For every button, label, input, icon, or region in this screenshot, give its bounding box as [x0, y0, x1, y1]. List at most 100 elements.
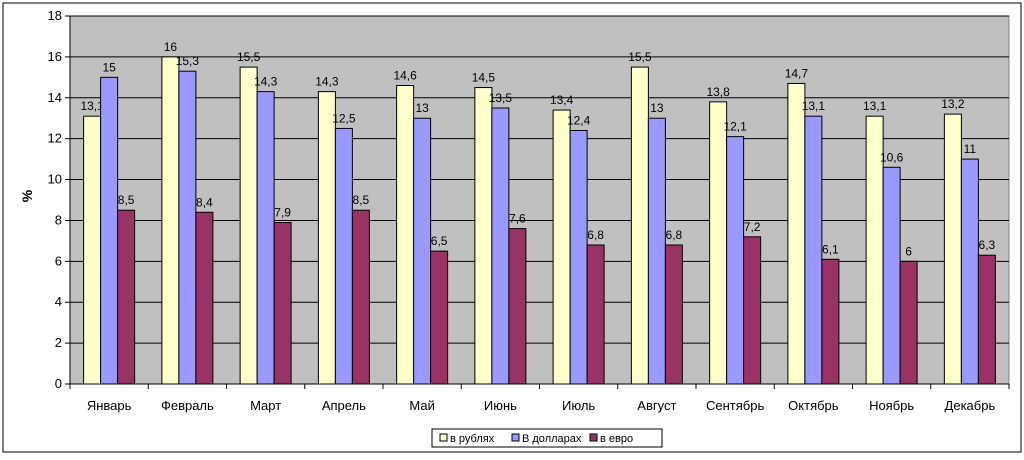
y-tick-label: 18 — [48, 8, 62, 23]
bar — [239, 66, 258, 385]
data-label: 13 — [415, 101, 429, 115]
y-tick-label: 0 — [55, 376, 62, 391]
bar — [195, 211, 214, 385]
plot-background — [69, 15, 1010, 385]
x-tick-label: Ноябрь — [869, 398, 914, 413]
x-tick-label: Август — [637, 398, 676, 413]
legend-swatch — [511, 433, 520, 442]
data-label: 7,6 — [509, 212, 526, 226]
y-tick-label: 14 — [48, 90, 62, 105]
bar — [709, 101, 728, 385]
bar — [491, 107, 510, 385]
data-label: 12,1 — [723, 120, 747, 134]
data-label: 13,1 — [802, 99, 826, 113]
bar — [256, 91, 275, 385]
bar — [552, 109, 571, 385]
data-label: 10,6 — [880, 150, 904, 164]
x-tick-label: Январь — [87, 398, 132, 413]
legend-swatch — [439, 433, 448, 442]
bar — [413, 117, 432, 385]
bar — [630, 66, 649, 385]
y-tick-label: 2 — [55, 335, 62, 350]
y-tick-label: 8 — [55, 212, 62, 227]
bar — [743, 236, 762, 385]
bar — [726, 136, 745, 385]
data-label: 8,5 — [118, 193, 135, 207]
bar — [977, 254, 996, 385]
bar — [317, 91, 336, 385]
legend-item: в евро — [600, 433, 633, 445]
bar — [882, 166, 901, 385]
data-label: 6,8 — [666, 228, 683, 242]
y-tick-label: 6 — [55, 253, 62, 268]
x-tick-label: Июнь — [484, 398, 517, 413]
data-label: 13,2 — [941, 97, 965, 111]
bar — [569, 129, 588, 385]
bar — [351, 209, 370, 385]
bar — [943, 113, 962, 385]
bar — [161, 56, 180, 385]
data-label: 6,3 — [979, 238, 996, 252]
data-label: 14,6 — [393, 69, 417, 83]
bar — [508, 228, 527, 385]
bar — [396, 85, 415, 385]
bar — [804, 115, 823, 385]
data-label: 15,5 — [628, 50, 652, 64]
x-tick-label: Февраль — [161, 398, 214, 413]
data-label: 6,8 — [587, 228, 604, 242]
data-label: 15 — [102, 60, 116, 74]
bar — [586, 244, 605, 385]
data-label: 15,3 — [176, 54, 200, 68]
data-label: 8,4 — [196, 195, 213, 209]
data-label: 13,1 — [863, 99, 887, 113]
x-tick-label: Май — [409, 398, 434, 413]
data-label: 7,9 — [274, 205, 291, 219]
x-tick-label: Июль — [562, 398, 595, 413]
data-label: 15,5 — [237, 50, 261, 64]
bar — [273, 221, 292, 385]
legend-item: В долларах — [522, 433, 582, 445]
x-tick-label: Апрель — [322, 398, 366, 413]
bar — [664, 244, 683, 385]
data-label: 6 — [905, 244, 912, 258]
data-label: 13,5 — [489, 91, 513, 105]
data-label: 8,5 — [353, 193, 370, 207]
data-label: 7,2 — [744, 220, 761, 234]
data-label: 16 — [164, 40, 178, 54]
data-label: 14,5 — [472, 71, 496, 85]
bar — [821, 258, 840, 385]
x-tick-label: Март — [250, 398, 281, 413]
data-label: 13,4 — [550, 93, 574, 107]
data-label: 14,3 — [315, 75, 339, 89]
y-tick-label: 16 — [48, 49, 62, 64]
data-label: 14,3 — [254, 75, 278, 89]
data-label: 12,5 — [332, 111, 356, 125]
data-label: 13 — [650, 101, 664, 115]
bar — [117, 209, 136, 385]
bar — [334, 127, 353, 385]
bar — [178, 70, 197, 385]
y-tick-label: 12 — [48, 131, 62, 146]
bar — [787, 82, 806, 385]
bar — [899, 260, 918, 385]
data-label: 6,1 — [822, 242, 839, 256]
plot-area: 02468101214161813,1158,5Январь1615,38,4Ф… — [48, 8, 1010, 413]
data-label: 6,5 — [431, 234, 448, 248]
y-axis-title: % — [19, 189, 35, 202]
legend: в рублях В долларах в евро — [431, 428, 663, 448]
y-tick-label: 10 — [48, 172, 62, 187]
bar — [960, 158, 979, 385]
y-tick-label: 4 — [55, 294, 62, 309]
legend-swatch — [589, 433, 598, 442]
data-label: 14,7 — [785, 66, 809, 80]
bar — [100, 76, 119, 385]
legend-item: в рублях — [450, 433, 495, 445]
bar — [647, 117, 666, 385]
x-tick-label: Октябрь — [788, 398, 839, 413]
data-label: 13,8 — [706, 85, 730, 99]
bar — [83, 115, 102, 385]
bar — [430, 250, 449, 385]
legend-box — [431, 428, 663, 448]
